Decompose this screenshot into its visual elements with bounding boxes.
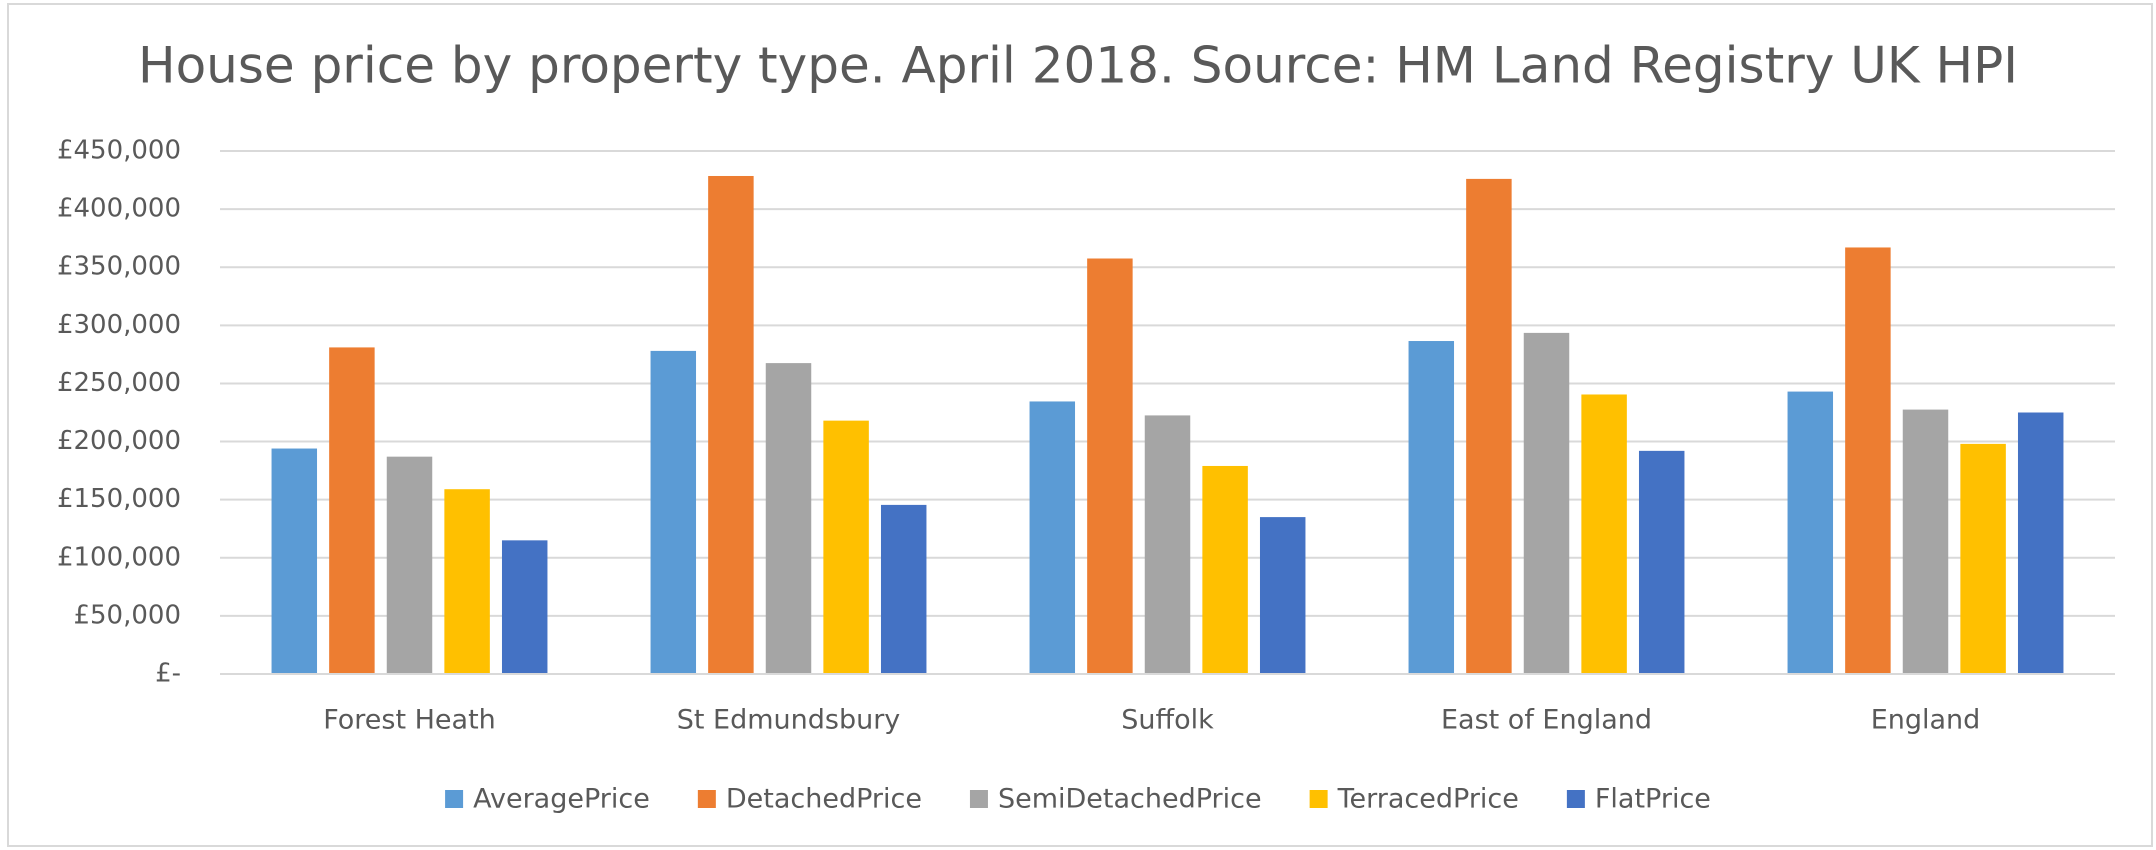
bar	[271, 448, 318, 674]
y-tick-label: £300,000	[57, 310, 181, 340]
bar	[650, 350, 697, 674]
legend-label: AveragePrice	[473, 784, 650, 815]
x-tick-label: East of England	[1441, 705, 1652, 736]
bar	[1202, 465, 1248, 674]
x-tick-label: Suffolk	[1121, 705, 1214, 736]
bar	[501, 540, 548, 674]
x-tick-label: Forest Heath	[323, 705, 496, 736]
legend-swatch	[697, 790, 716, 808]
bar	[1845, 247, 1891, 674]
y-tick-label: £50,000	[73, 600, 181, 630]
y-tick-label: £450,000	[57, 136, 181, 166]
bar	[1259, 517, 1306, 674]
chart-title: House price by property type. April 2018…	[138, 37, 2018, 95]
bar	[765, 363, 812, 674]
bar	[1902, 409, 1949, 674]
bar	[1029, 401, 1076, 674]
y-tick-label: £200,000	[57, 426, 181, 456]
bar	[1466, 178, 1512, 675]
bar	[1087, 258, 1133, 674]
bar	[1144, 415, 1191, 674]
bar	[2017, 412, 2064, 674]
bar	[386, 456, 433, 674]
y-tick-label: £150,000	[57, 484, 181, 514]
y-tick-label: £350,000	[57, 252, 181, 282]
y-tick-label: £100,000	[57, 542, 181, 572]
bar	[708, 175, 754, 674]
bar	[1787, 391, 1834, 674]
bar	[880, 504, 927, 674]
legend-swatch	[1566, 790, 1585, 808]
bar	[1638, 450, 1685, 674]
legend-swatch	[1309, 790, 1328, 808]
bar	[1523, 332, 1570, 674]
bar	[1408, 341, 1455, 674]
legend-label: TerracedPrice	[1337, 784, 1519, 815]
x-tick-label: St Edmundsbury	[677, 705, 901, 736]
bar	[444, 489, 490, 674]
x-tick-label: England	[1871, 705, 1981, 736]
legend-label: SemiDetachedPrice	[998, 784, 1262, 815]
bar	[329, 347, 375, 674]
y-tick-label: £-	[155, 659, 181, 689]
bar	[1581, 394, 1627, 674]
legend-swatch	[445, 790, 464, 808]
bar	[1960, 443, 2006, 674]
legend-label: FlatPrice	[1595, 784, 1711, 815]
bar	[823, 420, 869, 674]
legend-swatch	[969, 790, 988, 808]
legend-label: DetachedPrice	[726, 784, 922, 815]
y-tick-label: £400,000	[57, 194, 181, 224]
y-tick-label: £250,000	[57, 368, 181, 398]
